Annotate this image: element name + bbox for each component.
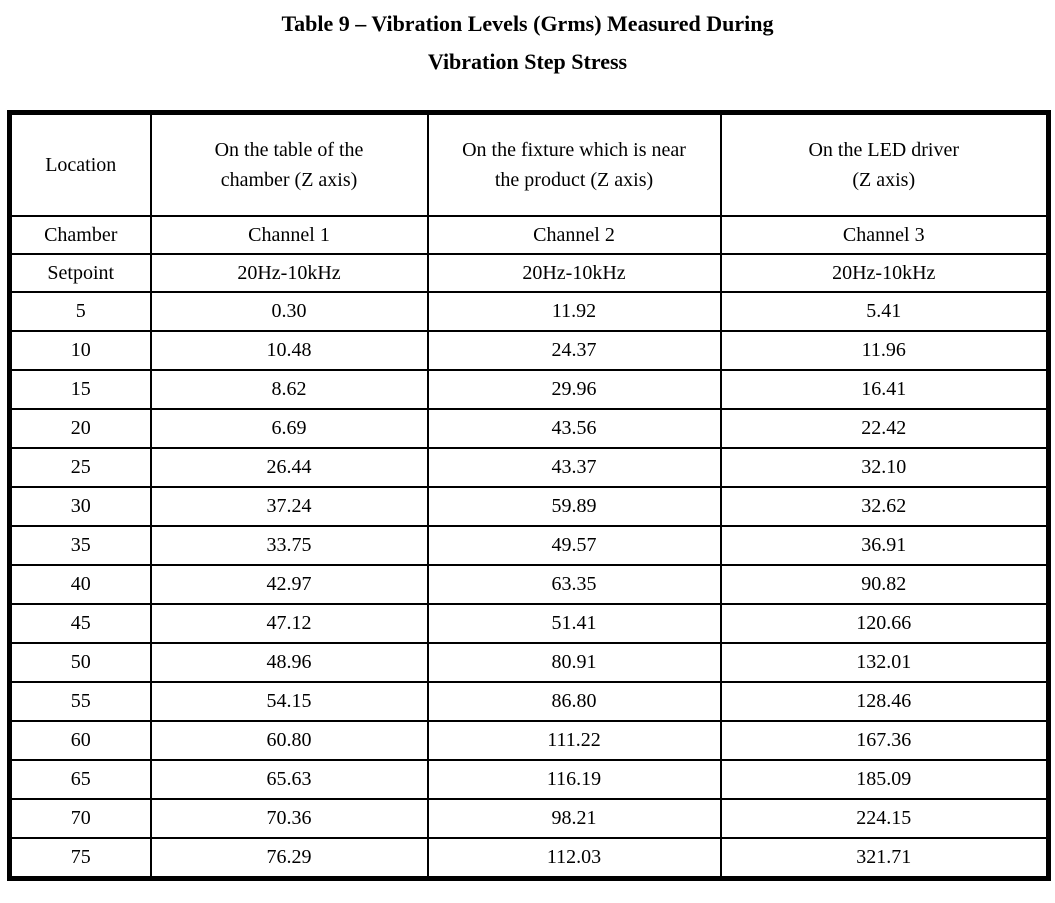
- channel2-value-cell: 111.22: [426, 720, 722, 761]
- header-cell-channel3: Channel 3: [719, 215, 1050, 255]
- channel1-value-cell: 48.96: [149, 642, 429, 683]
- setpoint-cell: 35: [8, 525, 152, 566]
- table-row: 50 48.96 80.91 132.01: [8, 642, 1050, 683]
- channel1-value-cell: 42.97: [149, 564, 429, 605]
- header-cell-table-of-chamber: On the table of the chamber (Z axis): [149, 111, 429, 217]
- channel3-value-cell: 11.96: [719, 330, 1050, 371]
- table-header-row-chamber: Chamber Channel 1 Channel 2 Channel 3: [8, 215, 1050, 255]
- channel1-value-cell: 65.63: [149, 759, 429, 800]
- table-row: 20 6.69 43.56 22.42: [8, 408, 1050, 449]
- table-row: 15 8.62 29.96 16.41: [8, 369, 1050, 410]
- table-row: 5 0.30 11.92 5.41: [8, 291, 1050, 332]
- channel2-value-cell: 43.56: [426, 408, 722, 449]
- channel3-value-cell: 132.01: [719, 642, 1050, 683]
- channel2-value-cell: 86.80: [426, 681, 722, 722]
- header-cell-freq-range-1: 20Hz-10kHz: [149, 253, 429, 293]
- table-row: 10 10.48 24.37 11.96: [8, 330, 1050, 371]
- header-cell-setpoint: Setpoint: [8, 253, 152, 293]
- document-title-line1: Table 9 – Vibration Levels (Grms) Measur…: [281, 11, 774, 36]
- channel2-value-cell: 112.03: [426, 837, 722, 880]
- document-title-line2: Vibration Step Stress: [427, 49, 628, 74]
- setpoint-cell: 20: [8, 408, 152, 449]
- channel2-value-cell: 24.37: [426, 330, 722, 371]
- channel2-value-cell: 11.92: [426, 291, 722, 332]
- channel1-value-cell: 26.44: [149, 447, 429, 488]
- channel3-value-cell: 128.46: [719, 681, 1050, 722]
- setpoint-cell: 65: [8, 759, 152, 800]
- channel1-value-cell: 60.80: [149, 720, 429, 761]
- channel2-value-cell: 98.21: [426, 798, 722, 839]
- header-cell-channel1: Channel 1: [149, 215, 429, 255]
- table-row: 60 60.80 111.22 167.36: [8, 720, 1050, 761]
- table-row: 70 70.36 98.21 224.15: [8, 798, 1050, 839]
- setpoint-cell: 40: [8, 564, 152, 605]
- header-cell-freq-range-2: 20Hz-10kHz: [426, 253, 722, 293]
- setpoint-cell: 5: [8, 291, 152, 332]
- channel2-value-cell: 63.35: [426, 564, 722, 605]
- table-row: 40 42.97 63.35 90.82: [8, 564, 1050, 605]
- channel3-value-cell: 22.42: [719, 408, 1050, 449]
- table-row: 25 26.44 43.37 32.10: [8, 447, 1050, 488]
- channel2-value-cell: 29.96: [426, 369, 722, 410]
- channel2-value-cell: 59.89: [426, 486, 722, 527]
- channel3-value-cell: 32.10: [719, 447, 1050, 488]
- header-cell-led-driver: On the LED driver (Z axis): [719, 111, 1050, 217]
- channel1-value-cell: 10.48: [149, 330, 429, 371]
- setpoint-cell: 70: [8, 798, 152, 839]
- setpoint-cell: 50: [8, 642, 152, 683]
- channel3-value-cell: 16.41: [719, 369, 1050, 410]
- channel2-value-cell: 49.57: [426, 525, 722, 566]
- setpoint-cell: 45: [8, 603, 152, 644]
- vibration-table-body: 5 0.30 11.92 5.41 10 10.48 24.37 11.96 15 8.62 29.…: [8, 291, 1050, 880]
- channel3-value-cell: 32.62: [719, 486, 1050, 527]
- table-row: 45 47.12 51.41 120.66: [8, 603, 1050, 644]
- channel3-value-cell: 36.91: [719, 525, 1050, 566]
- table-row: 35 33.75 49.57 36.91: [8, 525, 1050, 566]
- channel2-value-cell: 43.37: [426, 447, 722, 488]
- channel2-value-cell: 116.19: [426, 759, 722, 800]
- channel1-value-cell: 54.15: [149, 681, 429, 722]
- setpoint-cell: 15: [8, 369, 152, 410]
- channel2-value-cell: 51.41: [426, 603, 722, 644]
- channel1-value-cell: 76.29: [149, 837, 429, 880]
- channel3-value-cell: 185.09: [719, 759, 1050, 800]
- header-cell-freq-range-3: 20Hz-10kHz: [719, 253, 1050, 293]
- channel2-value-cell: 80.91: [426, 642, 722, 683]
- channel1-value-cell: 0.30: [149, 291, 429, 332]
- setpoint-cell: 60: [8, 720, 152, 761]
- channel3-value-cell: 5.41: [719, 291, 1050, 332]
- table-header-row-location: Location On the table of the chamber (Z …: [8, 111, 1050, 217]
- header-cell-chamber: Chamber: [8, 215, 152, 255]
- table-header-row-setpoint: Setpoint 20Hz-10kHz 20Hz-10kHz 20Hz-10kH…: [8, 253, 1050, 293]
- header-cell-location: Location: [8, 111, 152, 217]
- channel3-value-cell: 321.71: [719, 837, 1050, 880]
- header-cell-fixture-near-product: On the fixture which is near the product…: [426, 111, 722, 217]
- channel3-value-cell: 90.82: [719, 564, 1050, 605]
- channel1-value-cell: 6.69: [149, 408, 429, 449]
- channel1-value-cell: 33.75: [149, 525, 429, 566]
- setpoint-cell: 75: [8, 837, 152, 880]
- channel1-value-cell: 8.62: [149, 369, 429, 410]
- vibration-levels-table: Location On the table of the chamber (Z …: [7, 110, 1051, 881]
- table-row: 55 54.15 86.80 128.46: [8, 681, 1050, 722]
- channel3-value-cell: 224.15: [719, 798, 1050, 839]
- channel3-value-cell: 120.66: [719, 603, 1050, 644]
- setpoint-cell: 55: [8, 681, 152, 722]
- setpoint-cell: 10: [8, 330, 152, 371]
- channel3-value-cell: 167.36: [719, 720, 1050, 761]
- channel1-value-cell: 47.12: [149, 603, 429, 644]
- table-row: 75 76.29 112.03 321.71: [8, 837, 1050, 880]
- channel1-value-cell: 70.36: [149, 798, 429, 839]
- document-title: Table 9 – Vibration Levels (Grms) Measur…: [0, 0, 1055, 81]
- table-row: 30 37.24 59.89 32.62: [8, 486, 1050, 527]
- header-cell-channel2: Channel 2: [426, 215, 722, 255]
- setpoint-cell: 25: [8, 447, 152, 488]
- table-row: 65 65.63 116.19 185.09: [8, 759, 1050, 800]
- setpoint-cell: 30: [8, 486, 152, 527]
- channel1-value-cell: 37.24: [149, 486, 429, 527]
